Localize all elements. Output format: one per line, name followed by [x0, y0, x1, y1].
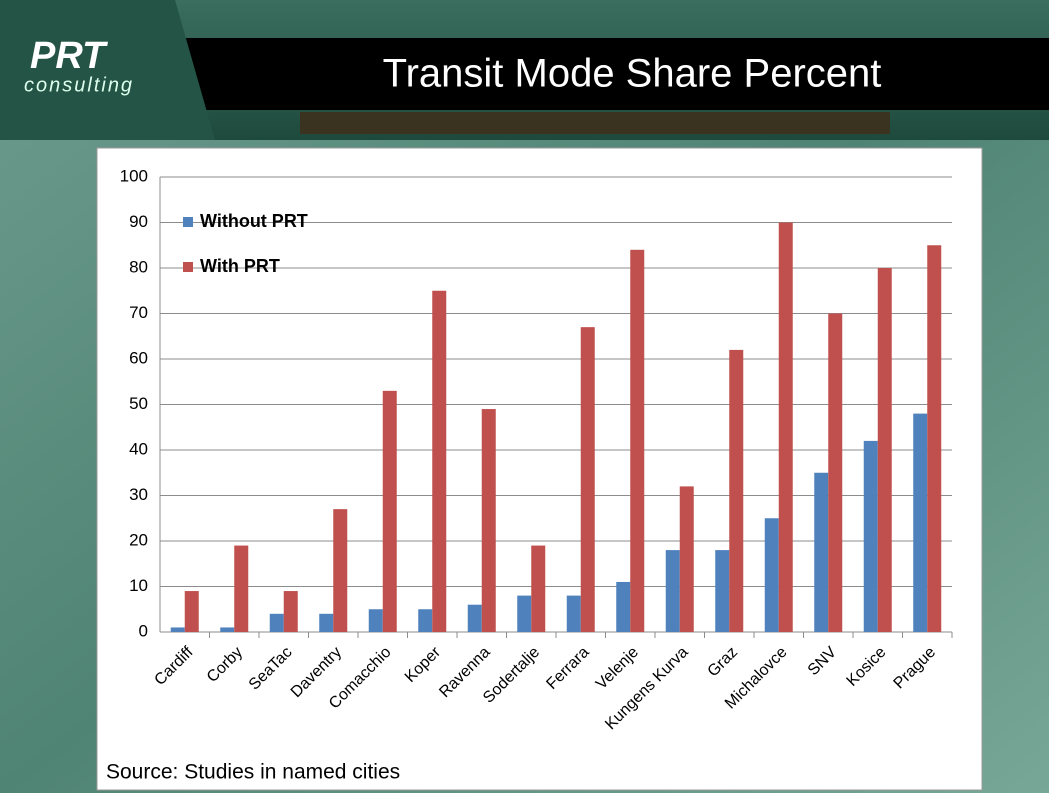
bar	[877, 268, 892, 632]
bar	[913, 413, 928, 632]
bar	[432, 290, 447, 632]
bar	[333, 509, 348, 632]
chart-box	[96, 147, 983, 791]
bar	[630, 249, 645, 633]
bar	[729, 349, 744, 632]
bar	[418, 609, 433, 632]
bar	[616, 581, 631, 632]
legend-swatch	[183, 217, 193, 227]
logo-panel	[0, 0, 215, 140]
bar	[283, 591, 298, 632]
bar	[927, 245, 942, 632]
bar	[220, 627, 235, 632]
bar	[481, 409, 496, 632]
source-note: Source: Studies in named cities	[106, 761, 400, 784]
bar	[778, 222, 793, 632]
y-tick-label: 60	[129, 348, 148, 367]
y-tick-label: 40	[129, 439, 148, 458]
bar	[234, 545, 249, 632]
y-tick-label: 20	[129, 530, 148, 549]
bar	[764, 518, 779, 632]
bar	[814, 472, 829, 632]
bar	[368, 609, 383, 632]
legend-swatch	[183, 262, 193, 272]
bar	[531, 545, 546, 632]
y-tick-label: 30	[129, 485, 148, 504]
y-tick-label: 10	[129, 576, 148, 595]
y-tick-label: 70	[129, 303, 148, 322]
bar	[679, 486, 694, 632]
bar	[580, 327, 595, 632]
title-bar	[175, 38, 1049, 110]
legend-label: Without PRT	[200, 211, 308, 231]
bar	[828, 313, 843, 632]
bar	[566, 595, 581, 632]
bar	[382, 390, 397, 632]
bar	[517, 595, 532, 632]
y-tick-label: 50	[129, 394, 148, 413]
legend-label: With PRT	[200, 256, 280, 276]
bar	[184, 591, 199, 632]
slide-title: Transit Mode Share Percent	[383, 52, 882, 96]
bar	[269, 613, 284, 632]
y-tick-label: 90	[129, 212, 148, 231]
bar	[319, 613, 334, 632]
bar	[665, 550, 680, 632]
city-strip	[300, 112, 890, 134]
bar	[863, 440, 878, 632]
y-tick-label: 0	[139, 621, 148, 640]
logo: PRT	[30, 35, 108, 77]
logo-sub: consulting	[24, 74, 134, 96]
y-tick-label: 100	[120, 166, 148, 185]
y-tick-label: 80	[129, 257, 148, 276]
bar	[715, 550, 730, 632]
bar	[467, 604, 482, 632]
bar	[170, 627, 185, 632]
